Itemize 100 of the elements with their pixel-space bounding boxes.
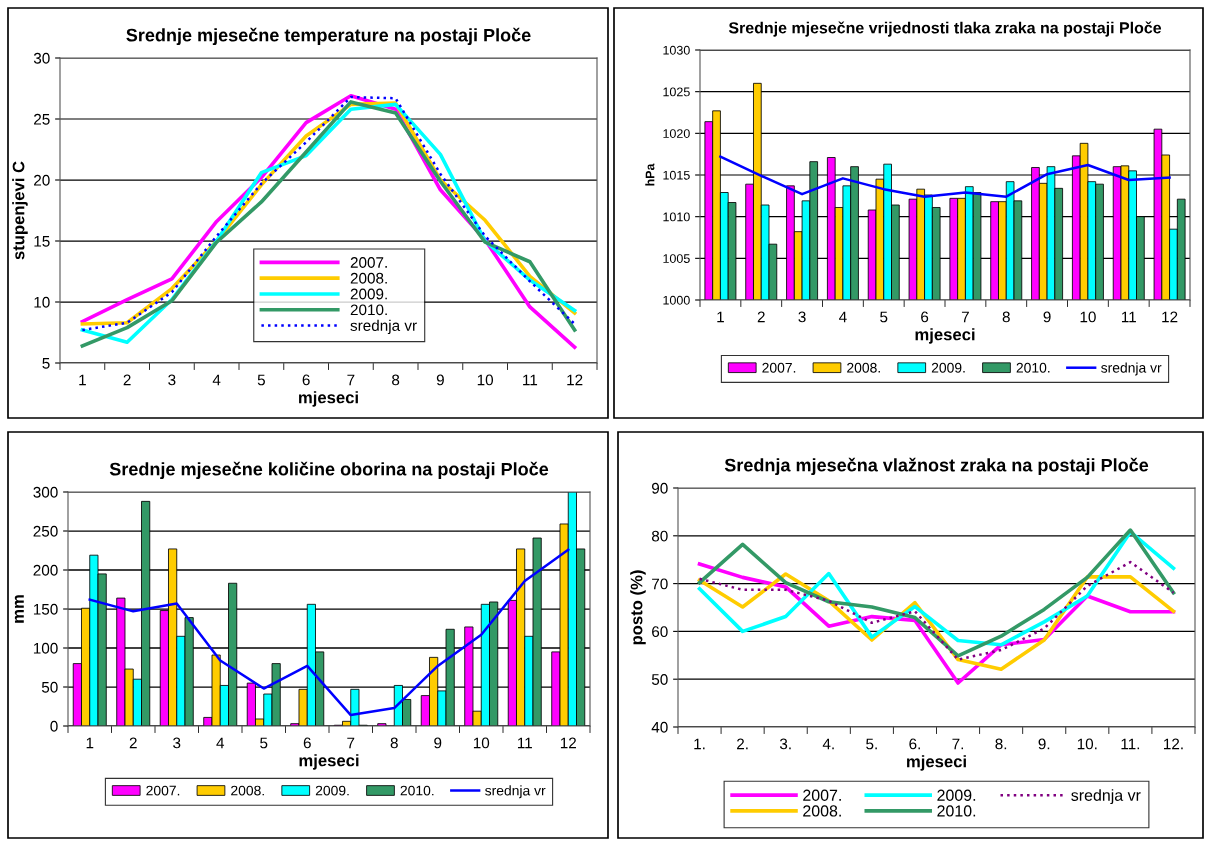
x-tick-label: 3 xyxy=(798,311,806,323)
x-tick-label: 5 xyxy=(260,737,268,749)
x-axis-title: mjeseci xyxy=(907,755,966,771)
x-tick-label: 7. xyxy=(952,738,964,750)
x-tick-label: 11 xyxy=(517,737,532,749)
y-axis-title: hPa xyxy=(645,163,655,186)
x-tick-label: 8 xyxy=(392,374,400,386)
x-tick-label: 12 xyxy=(1162,311,1178,323)
chart-title: Srednje mjesečne temperature na postaji Ploče xyxy=(126,27,531,46)
legend-label: srednja vr xyxy=(1071,789,1141,805)
x-tick-label: 6 xyxy=(302,374,310,386)
y-tick-label: 90 xyxy=(652,482,668,494)
legend-label: 2010. xyxy=(400,785,434,796)
legend-label: 2009. xyxy=(931,362,965,373)
y-tick-label: 1020 xyxy=(663,129,690,138)
x-tick-label: 1 xyxy=(717,311,724,323)
chart-title: Srednje mjesečne vrijednosti tlaka zraka na postaji Ploče xyxy=(728,21,1162,37)
x-tick-label: 1 xyxy=(79,374,86,386)
y-tick-label: 25 xyxy=(34,113,50,125)
x-tick-label: 2 xyxy=(123,374,131,386)
x-tick-label: 12 xyxy=(560,737,576,749)
x-tick-label: 4 xyxy=(212,374,221,386)
x-tick-label: 8. xyxy=(995,738,1007,750)
y-tick-label: 40 xyxy=(651,721,668,733)
legend-label: 2008. xyxy=(847,362,880,373)
legend-label: srednja vr xyxy=(1101,362,1162,376)
x-axis-title: mjeseci xyxy=(915,328,975,344)
y-tick-label: 100 xyxy=(33,642,58,654)
legend-label: 2008. xyxy=(350,272,387,284)
legend-label: 2007. xyxy=(762,362,796,373)
y-tick-label: 5 xyxy=(42,358,50,369)
y-tick-label: 60 xyxy=(652,626,668,638)
x-tick-label: 10. xyxy=(1077,738,1097,750)
x-tick-label: 4 xyxy=(839,311,847,323)
y-tick-label: 150 xyxy=(33,603,58,615)
x-tick-label: 2 xyxy=(757,311,765,323)
legend-label: 2008. xyxy=(231,785,264,796)
y-tick-label: 300 xyxy=(33,486,58,498)
legend-label: 2010. xyxy=(350,304,387,316)
chart-title: Srednja mjesečna vlažnost zraka na postaji Ploče xyxy=(724,457,1149,476)
y-tick-label: 1030 xyxy=(663,45,690,55)
y-tick-label: 250 xyxy=(33,525,58,537)
legend-label: 2010. xyxy=(1016,362,1050,373)
y-axis-title: mm xyxy=(14,595,24,623)
x-tick-label: 1 xyxy=(86,737,94,749)
x-tick-label: 10 xyxy=(1080,311,1096,323)
legend-label: 2008. xyxy=(803,805,841,817)
y-tick-label: 1015 xyxy=(663,170,690,180)
legend-label: 2007. xyxy=(803,789,841,801)
x-tick-label: 6. xyxy=(909,738,920,750)
x-tick-label: 7 xyxy=(347,374,355,386)
chart-title: Srednje mjesečne količine oborina na postaji Ploče xyxy=(109,461,549,480)
legend-label: 2009. xyxy=(350,288,387,300)
x-tick-label: 8 xyxy=(390,737,398,749)
legend-label: 2009. xyxy=(937,789,976,801)
x-tick-label: 5 xyxy=(880,311,888,323)
x-tick-label: 5. xyxy=(866,738,877,750)
legend-label: 2009. xyxy=(315,785,349,796)
x-tick-label: 9 xyxy=(436,374,444,386)
legend-label: srednja vr xyxy=(350,319,417,334)
x-tick-label: 2. xyxy=(737,738,748,750)
x-tick-label: 7 xyxy=(347,737,355,749)
x-axis-title: mjeseci xyxy=(299,754,359,770)
y-tick-label: 20 xyxy=(34,174,50,186)
x-tick-label: 4. xyxy=(822,738,834,750)
legend-label: 2007. xyxy=(146,785,180,796)
y-axis-title: posto (%) xyxy=(630,570,646,645)
x-tick-label: 5 xyxy=(257,374,265,386)
y-tick-label: 200 xyxy=(33,564,58,576)
x-tick-label: 8 xyxy=(1002,311,1010,323)
x-tick-label: 9 xyxy=(1043,311,1051,323)
x-tick-label: 12 xyxy=(567,374,583,386)
x-tick-label: 3 xyxy=(173,737,181,749)
x-tick-label: 3. xyxy=(779,738,791,750)
y-tick-label: 1025 xyxy=(663,87,690,97)
x-tick-label: 10 xyxy=(473,737,490,749)
x-tick-label: 6 xyxy=(921,311,929,323)
x-tick-label: 1. xyxy=(694,738,705,750)
y-tick-label: 10 xyxy=(34,296,50,308)
x-tick-label: 12. xyxy=(1164,738,1183,750)
x-tick-label: 3 xyxy=(168,374,176,386)
x-tick-label: 7 xyxy=(961,311,969,323)
y-tick-label: 80 xyxy=(651,530,668,542)
y-tick-label: 15 xyxy=(34,236,50,247)
y-tick-label: 50 xyxy=(651,674,668,685)
x-tick-label: 11 xyxy=(523,374,538,386)
y-tick-label: 30 xyxy=(33,52,50,64)
legend-label: srednja vr xyxy=(485,785,546,799)
x-tick-label: 10 xyxy=(477,374,494,386)
x-tick-label: 9 xyxy=(434,737,442,749)
y-tick-label: 70 xyxy=(652,578,668,590)
y-axis-title: stupenjevi C xyxy=(12,161,28,260)
y-tick-label: 1000 xyxy=(663,295,690,305)
x-tick-label: 11. xyxy=(1121,738,1140,750)
y-tick-label: 1010 xyxy=(663,212,690,222)
x-tick-label: 6 xyxy=(303,737,311,749)
y-tick-label: 1005 xyxy=(663,254,690,263)
y-tick-label: 50 xyxy=(41,681,58,693)
x-axis-title: mjeseci xyxy=(299,391,358,407)
x-tick-label: 2 xyxy=(129,737,137,749)
